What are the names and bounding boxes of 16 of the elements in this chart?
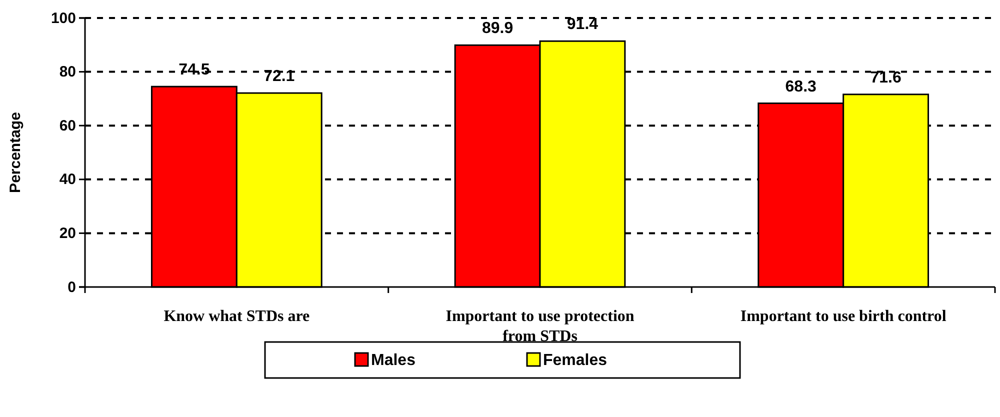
data-label: 68.3: [785, 78, 817, 96]
y-axis-title: Percentage: [7, 112, 24, 193]
data-label: 91.4: [566, 16, 598, 34]
data-label: 89.9: [482, 20, 514, 38]
x-tick-label: Important to use birth control: [740, 308, 947, 325]
y-tick-label: 80: [59, 64, 76, 81]
legend-label: Males: [371, 352, 416, 369]
x-tick-label: Important to use protection from STDs: [446, 308, 634, 345]
x-tick-label: Know what STDs are: [164, 308, 310, 325]
y-tick-label: 60: [59, 117, 76, 134]
y-tick-label: 40: [59, 171, 76, 188]
y-tick-label: 0: [68, 278, 76, 296]
data-label: 71.6: [870, 69, 902, 86]
y-tick-label: 100: [50, 10, 76, 27]
legend-label: Females: [543, 352, 608, 369]
y-tick-label: 20: [59, 225, 76, 242]
